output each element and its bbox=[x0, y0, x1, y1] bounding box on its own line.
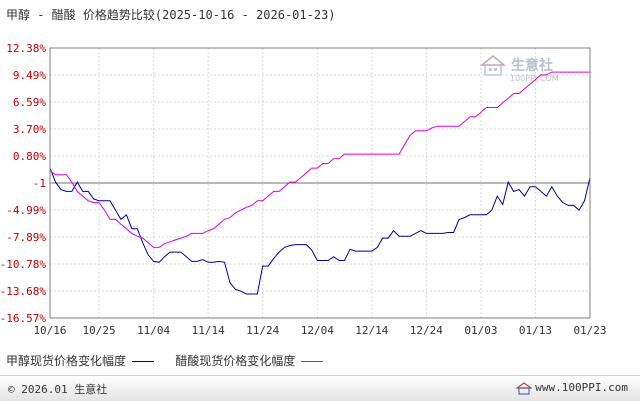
y-tick-label: 9.49% bbox=[13, 69, 46, 82]
y-tick-label: 12.38% bbox=[6, 42, 46, 55]
x-tick-label: 12/14 bbox=[355, 324, 388, 337]
y-tick-label: -13.68% bbox=[0, 285, 46, 298]
footer-logo-icon bbox=[516, 382, 532, 395]
legend-swatch-acetic bbox=[301, 361, 324, 362]
x-tick-label: 12/24 bbox=[410, 324, 443, 337]
x-tick-label: 11/24 bbox=[246, 324, 279, 337]
chart-plot: 生意社 100PPI.COM 12.38% 9.49% 6.59% 3.70% 0.80… bbox=[0, 42, 607, 337]
watermark-url: 100PPI.COM bbox=[510, 74, 559, 83]
chart-title: 甲醇 - 醋酸 价格趋势比较(2025-10-16 - 2026-01-23) bbox=[6, 8, 336, 22]
legend: 甲醇现货价格变化幅度 醋酸现货价格变化幅度 bbox=[6, 352, 337, 368]
y-tick-label: -1 bbox=[33, 177, 46, 190]
y-tick-label: -4.99% bbox=[6, 204, 46, 217]
series-line-methanol bbox=[49, 167, 591, 295]
x-tick-label: 01/03 bbox=[464, 324, 497, 337]
watermark-name: 生意社 bbox=[511, 57, 553, 74]
legend-label-methanol: 甲醇现货价格变化幅度 bbox=[6, 354, 127, 368]
footer-bar: © 2026.01 生意社 www.100PPI.com bbox=[0, 375, 640, 401]
y-tick-label: 3.70% bbox=[13, 123, 46, 136]
series-lines bbox=[49, 71, 591, 295]
x-tick-label: 12/04 bbox=[301, 324, 334, 337]
footer-copyright: © 2026.01 生意社 bbox=[8, 383, 108, 396]
footer-site-link[interactable]: www.100PPI.com bbox=[535, 381, 628, 394]
y-axis-labels: 12.38% 9.49% 6.59% 3.70% 0.80% -1 -4.99% -7.89%… bbox=[0, 42, 46, 325]
x-tick-label: 10/25 bbox=[83, 324, 116, 337]
x-tick-label: 01/23 bbox=[573, 324, 606, 337]
legend-item-acetic[interactable]: 醋酸现货价格变化幅度 bbox=[175, 352, 324, 369]
x-tick-label: 01/13 bbox=[519, 324, 552, 337]
x-tick-label: 10/16 bbox=[33, 324, 66, 337]
legend-label-acetic: 醋酸现货价格变化幅度 bbox=[175, 354, 296, 368]
x-tick-label: 11/04 bbox=[137, 324, 170, 337]
watermark-house-icon bbox=[479, 55, 507, 76]
grid-lines bbox=[50, 48, 590, 318]
y-tick-label: 0.80% bbox=[13, 150, 46, 163]
y-tick-label: 6.59% bbox=[13, 96, 46, 109]
y-tick-label: -16.57% bbox=[0, 312, 46, 325]
series-line-acetic bbox=[49, 71, 590, 248]
watermark: 生意社 100PPI.COM bbox=[479, 55, 559, 83]
x-axis-labels: 10/16 10/25 11/04 11/14 11/24 12/04 12/14 12/24… bbox=[33, 324, 606, 337]
x-tick-label: 11/14 bbox=[192, 324, 225, 337]
y-tick-label: -7.89% bbox=[6, 231, 46, 244]
legend-item-methanol[interactable]: 甲醇现货价格变化幅度 bbox=[6, 352, 155, 369]
y-tick-label: -10.78% bbox=[0, 258, 46, 271]
plot-border bbox=[49, 47, 591, 319]
legend-swatch-methanol bbox=[132, 361, 155, 362]
